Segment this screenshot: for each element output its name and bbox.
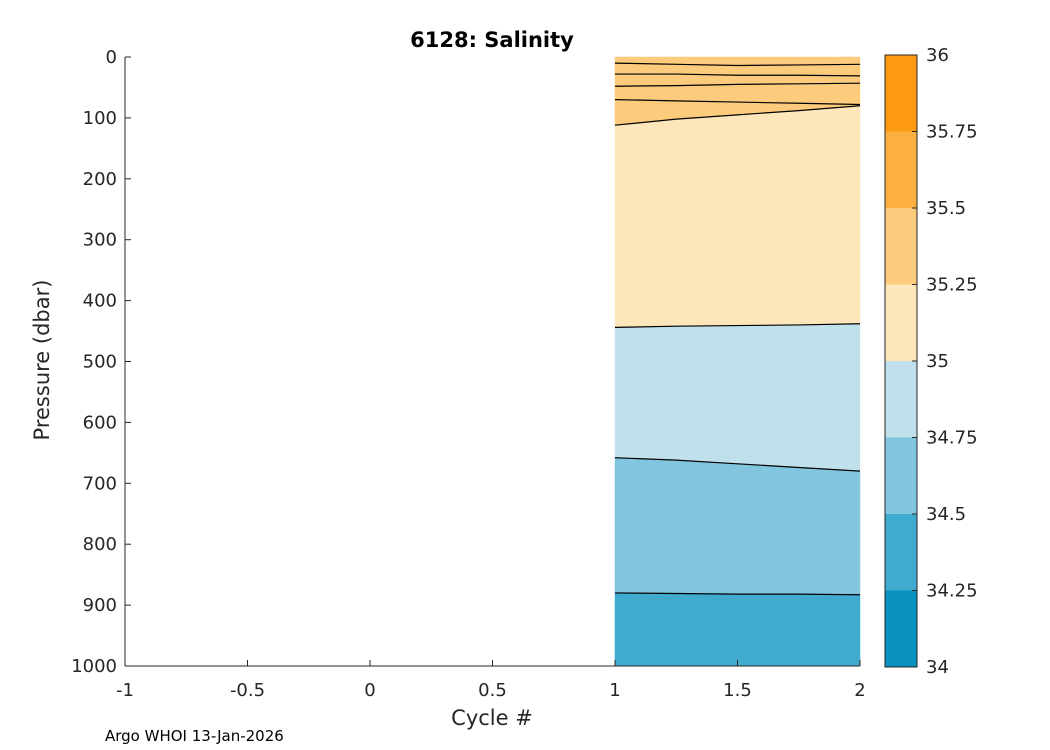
x-tick-label: -1 (116, 680, 134, 701)
y-tick-label: 400 (83, 291, 117, 312)
contour-line-0 (614, 62, 861, 67)
colorbar-tick-label: 34 (926, 657, 949, 678)
footer-credit: Argo WHOI 13-Jan-2026 (105, 727, 284, 745)
y-axis-ticks: 0 100 200 300 400 500 600 700 800 900 1000 (71, 47, 131, 677)
y-tick-label: 1000 (71, 656, 117, 677)
colorbar-tick-label: 35.75 (926, 122, 978, 143)
salinity-band-6 (614, 323, 861, 472)
contour-line-5 (614, 323, 861, 328)
colorbar-swatch (885, 131, 917, 208)
contour-line-6 (614, 457, 861, 472)
colorbar-tick-label: 34.25 (926, 581, 978, 602)
colorbar-tick-label: 34.75 (926, 428, 978, 449)
y-axis-label: Pressure (dbar) (30, 280, 54, 441)
x-tick-label: 2 (854, 680, 865, 701)
y-tick-label: 0 (106, 47, 117, 68)
colorbar-swatch (885, 437, 917, 514)
x-tick-label: 1 (609, 680, 620, 701)
colorbar-swatch (885, 590, 917, 667)
colorbar-tick-label: 35.5 (926, 198, 966, 219)
chart-title: 6128: Salinity (410, 28, 574, 52)
x-tick-label: 0 (364, 680, 375, 701)
x-tick-label: -0.5 (230, 680, 265, 701)
colorbar-swatch (885, 514, 917, 591)
colorbar-swatch (885, 55, 917, 132)
colorbar-tick-label: 34.5 (926, 504, 966, 525)
contour-line-3 (614, 99, 861, 106)
colorbar: 34 34.25 34.5 34.75 35 35.25 35.5 35.75 36 (884, 45, 978, 678)
contour-line-4 (614, 105, 861, 126)
y-tick-label: 300 (83, 230, 117, 251)
y-tick-label: 600 (83, 412, 117, 433)
contour-line-2 (614, 82, 861, 87)
y-tick-label: 100 (83, 108, 117, 129)
y-tick-label: 900 (83, 595, 117, 616)
colorbar-tick-label: 35 (926, 351, 949, 372)
salinity-band-7 (614, 457, 861, 595)
colorbar-tick-label: 35.25 (926, 275, 978, 296)
colorbar-swatch (885, 361, 917, 438)
salinity-band-8 (614, 592, 861, 667)
x-tick-label: 0.5 (478, 680, 507, 701)
contour-line-7 (614, 592, 861, 596)
x-tick-label: 1.5 (723, 680, 752, 701)
x-axis-label: Cycle # (451, 706, 533, 730)
y-tick-label: 500 (83, 352, 117, 373)
contour-bands (614, 56, 861, 667)
contour-lines (614, 62, 861, 596)
contour-line-1 (615, 73, 861, 77)
colorbar-swatch (885, 284, 917, 361)
y-tick-label: 800 (83, 534, 117, 555)
x-axis-ticks: -1 -0.5 0 0.5 1 1.5 2 (116, 660, 866, 701)
salinity-band-5 (614, 105, 861, 328)
colorbar-swatch (885, 208, 917, 285)
y-tick-label: 200 (83, 169, 117, 190)
colorbar-tick-label: 36 (926, 45, 949, 66)
y-tick-label: 700 (83, 473, 117, 494)
